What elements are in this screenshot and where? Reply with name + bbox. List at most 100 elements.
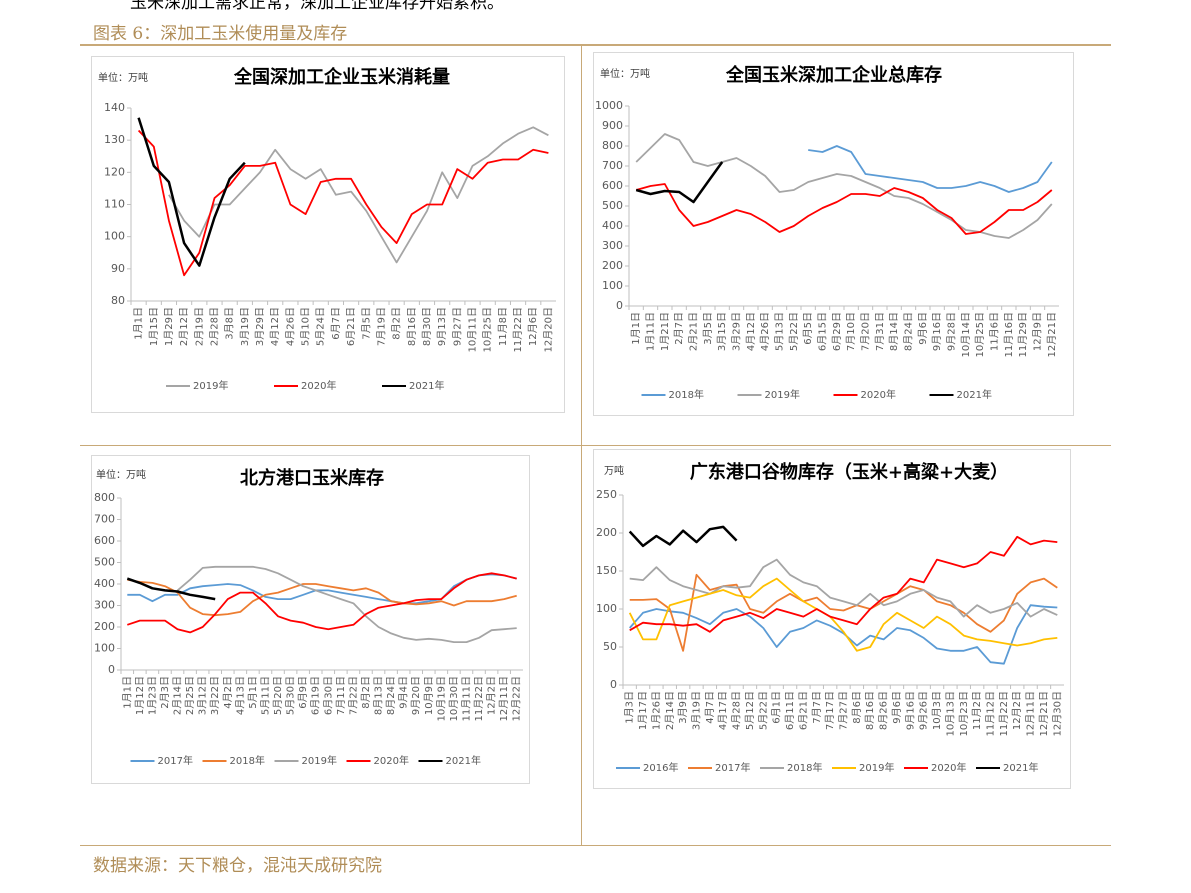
x-tick-label: 4月2日 [222, 676, 234, 709]
caption: 图表 6：深加工玉米使用量及库存 [93, 24, 348, 44]
x-tick-label: 11月16日 [1003, 312, 1015, 357]
x-tick-label: 7月27日 [838, 691, 850, 730]
divider [581, 46, 582, 846]
x-tick-label: 3月9日 [677, 691, 689, 724]
x-tick-label: 12月21日 [1038, 691, 1050, 736]
x-tick-label: 8月24日 [385, 676, 397, 715]
y-tick-label: 0 [616, 299, 623, 312]
x-tick-label: 2月3日 [159, 676, 171, 709]
x-tick-label: 11月11日 [460, 676, 472, 721]
x-tick-label: 1月11日 [645, 312, 657, 351]
x-tick-label: 1月21日 [659, 312, 671, 351]
y-tick-label: 1000 [595, 99, 623, 112]
legend-label: 2019年 [859, 761, 894, 774]
y-tick-label: 200 [602, 259, 623, 272]
x-tick-label: 11月22日 [473, 676, 485, 721]
x-tick-label: 10月11日 [467, 307, 479, 352]
x-tick-label: 6月1日 [771, 691, 783, 724]
series-line [635, 183, 1053, 235]
series-line [635, 161, 724, 204]
x-tick-label: 11月29日 [1017, 312, 1029, 357]
legend-label: 2021年 [1003, 761, 1038, 774]
y-tick-label: 500 [94, 556, 115, 569]
series-line [629, 604, 1058, 665]
x-tick-label: 1月26日 [650, 691, 662, 730]
chart-title: 全国玉米深加工企业总库存 [726, 65, 942, 86]
legend-label: 2020年 [374, 754, 409, 767]
x-tick-label: 1月17日 [637, 691, 649, 730]
x-tick-label: 12月21日 [1046, 312, 1058, 357]
unit-label: 万吨 [604, 464, 624, 477]
x-tick-label: 5月12日 [744, 691, 756, 730]
x-tick-label: 7月22日 [347, 676, 359, 715]
legend-label: 2018年 [230, 754, 265, 767]
y-tick-label: 800 [94, 491, 115, 504]
x-tick-label: 6月9日 [297, 676, 309, 709]
x-tick-label: 4月26日 [759, 312, 771, 351]
series-line [137, 117, 246, 267]
x-tick-label: 4月13日 [234, 676, 246, 715]
x-tick-label: 12月11日 [498, 676, 510, 721]
x-tick-label: 7月7日 [811, 691, 823, 724]
x-tick-label: 7月10日 [845, 312, 857, 351]
x-tick-label: 5月24日 [315, 307, 327, 346]
source: 数据来源：天下粮仓，混沌天成研究院 [93, 856, 382, 876]
y-tick-label: 300 [602, 239, 623, 252]
x-tick-label: 1月1日 [630, 312, 642, 345]
x-tick-label: 6月29日 [831, 312, 843, 351]
x-tick-label: 1月1日 [133, 307, 145, 340]
y-tick-label: 80 [111, 294, 125, 307]
x-tick-label: 10月9日 [423, 676, 435, 715]
y-tick-label: 200 [94, 620, 115, 633]
x-tick-label: 10月14日 [960, 312, 972, 357]
y-tick-label: 400 [94, 577, 115, 590]
x-tick-label: 11月22日 [998, 691, 1010, 736]
y-tick-label: 110 [104, 198, 125, 211]
y-tick-label: 900 [602, 119, 623, 132]
y-tick-label: 150 [596, 564, 617, 577]
x-tick-label: 9月16日 [931, 312, 943, 351]
chart-panel: 广东港口谷物库存（玉米+高粱+大麦） 万吨 0 50 100 150 200 250 1月3日 1… [593, 449, 1071, 789]
series-line [126, 577, 216, 601]
x-tick-label: 5月22日 [788, 312, 800, 351]
x-tick-label: 1月15日 [148, 307, 160, 346]
x-tick-label: 4月26日 [284, 307, 296, 346]
x-tick-label: 8月14日 [888, 312, 900, 351]
y-tick-label: 100 [602, 279, 623, 292]
x-tick-label: 6月30日 [322, 676, 334, 715]
x-tick-label: 11月2日 [971, 691, 983, 730]
x-tick-label: 4月7日 [704, 691, 716, 724]
chart-title: 广东港口谷物库存（玉米+高粱+大麦） [689, 462, 1009, 483]
x-tick-label: 8月6日 [851, 691, 863, 724]
x-tick-label: 3月19日 [691, 691, 703, 730]
x-tick-label: 8月24日 [903, 312, 915, 351]
x-tick-label: 5月13日 [774, 312, 786, 351]
legend-label: 2018年 [787, 761, 822, 774]
chart-panel: 全国玉米深加工企业总库存 单位：万吨 0 100 200 300 400 500 600 700 8… [593, 52, 1074, 416]
x-tick-label: 2月19日 [193, 307, 205, 346]
x-tick-label: 10月19日 [435, 676, 447, 721]
series-line [137, 129, 549, 277]
x-tick-label: 6月21日 [345, 307, 357, 346]
x-tick-label: 5月20日 [272, 676, 284, 715]
x-tick-label: 9月4日 [398, 676, 410, 709]
legend-label: 2017年 [158, 754, 193, 767]
x-tick-label: 3月5日 [702, 312, 714, 345]
y-tick-label: 0 [108, 663, 115, 676]
x-tick-label: 7月5日 [360, 307, 372, 340]
series-line [127, 572, 517, 634]
x-tick-label: 4月17日 [717, 691, 729, 730]
x-tick-label: 5月30日 [285, 676, 297, 715]
x-tick-label: 12月11日 [1025, 691, 1037, 736]
y-tick-label: 100 [94, 642, 115, 655]
x-tick-label: 8月30日 [421, 307, 433, 346]
legend-label: 2020年 [861, 388, 896, 401]
y-tick-label: 250 [596, 488, 617, 501]
x-tick-label: 6月15日 [817, 312, 829, 351]
series-line [635, 133, 1053, 239]
y-tick-label: 800 [602, 139, 623, 152]
legend-label: 2018年 [669, 388, 704, 401]
x-tick-label: 10月3日 [931, 691, 943, 730]
x-tick-label: 1月29日 [163, 307, 175, 346]
series-line [628, 577, 1058, 652]
